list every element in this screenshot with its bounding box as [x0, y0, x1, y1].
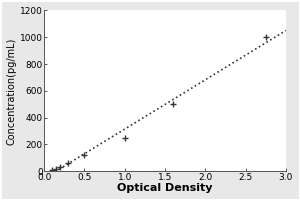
X-axis label: Optical Density: Optical Density — [117, 183, 213, 193]
Y-axis label: Concentration(pg/mL): Concentration(pg/mL) — [7, 37, 17, 145]
